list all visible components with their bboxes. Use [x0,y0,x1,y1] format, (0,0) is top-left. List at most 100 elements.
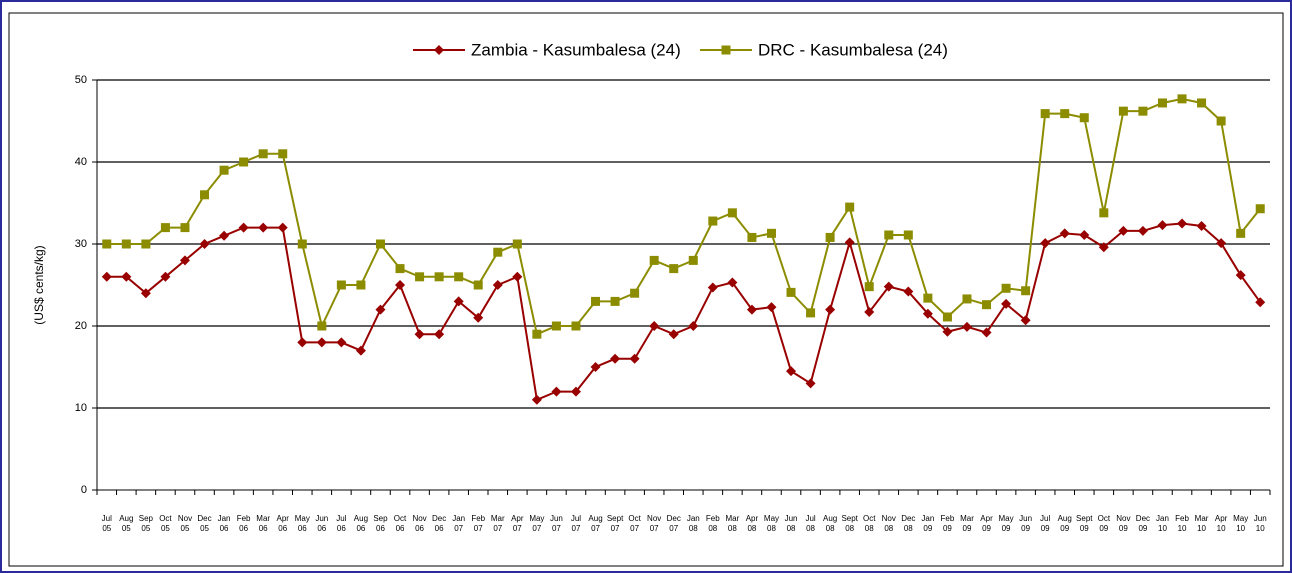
point [1118,225,1129,236]
point [707,282,718,293]
point [258,222,269,233]
point [668,329,679,340]
point [551,321,561,331]
point [825,304,836,315]
point [258,149,268,159]
point [884,230,894,240]
point [610,353,621,364]
point [160,271,171,282]
x-tick-label: Aug 09 [1058,514,1072,533]
x-tick-label: Jun 06 [315,514,328,533]
x-tick-label: May 06 [295,514,310,533]
point [141,239,151,249]
point [590,362,601,372]
point [1138,106,1148,116]
x-tick-label: Apr 09 [980,514,993,533]
point [375,239,385,249]
point [121,271,132,282]
x-tick-label: Mar 09 [960,514,974,533]
x-tick-label: Jan 09 [921,514,934,533]
point [961,321,972,332]
point [1001,298,1012,309]
point [454,272,464,282]
point [1020,315,1031,326]
x-tick-label: Dec 05 [197,514,211,533]
point [1040,109,1050,119]
point [121,239,131,249]
point [297,337,308,348]
y-tick-label: 40 [75,156,87,168]
point [492,280,503,290]
x-tick-label: Oct 06 [394,514,407,533]
point [649,255,659,265]
point [336,280,346,290]
point [883,281,894,292]
point [688,255,698,265]
x-tick-label: Oct 05 [159,514,172,533]
point [903,230,913,240]
point [806,308,816,318]
point [199,239,210,249]
x-tick-label: Jan 10 [1156,514,1169,533]
point [434,45,444,55]
point [1079,113,1089,123]
point [669,264,679,274]
point [571,321,581,331]
x-tick-label: Jun 10 [1254,514,1267,533]
x-tick-label: Apr 06 [276,514,289,533]
point [1236,228,1246,238]
point [1060,109,1070,119]
point [180,223,190,233]
point [1001,283,1011,293]
point [746,304,757,315]
x-tick-label: Sept 07 [607,514,624,533]
point [512,239,522,249]
point [629,353,640,364]
point [395,280,406,290]
x-tick-label: Oct 08 [863,514,876,533]
point [493,247,503,257]
point [1098,242,1109,253]
point [786,287,796,297]
x-tick-label: Nov 09 [1116,514,1130,533]
point [551,386,562,397]
point [864,307,875,318]
point [688,321,699,331]
y-tick-label: 10 [75,402,87,414]
point [766,228,776,238]
point [317,321,327,331]
x-tick-label: Apr 08 [746,514,759,533]
point [239,157,249,167]
point [1177,218,1188,229]
point [375,304,386,315]
point [200,190,210,200]
point [1255,204,1265,214]
point [903,286,914,297]
x-tick-label: Sep 05 [139,514,154,533]
point [140,288,151,299]
point [1157,98,1167,108]
point [845,202,855,212]
y-tick-label: 20 [75,320,87,332]
point [649,321,660,331]
x-tick-label: Jan 07 [452,514,465,533]
point [805,378,816,389]
point [727,208,737,218]
point [786,366,797,377]
point [1216,238,1227,249]
point [415,272,425,282]
x-tick-label: Jun 09 [1019,514,1032,533]
x-tick-label: Jul 08 [805,514,815,533]
point [160,223,170,233]
point [1118,106,1128,116]
x-tick-label: Feb 09 [941,514,955,533]
x-tick-label: Feb 07 [471,514,485,533]
x-tick-label: Jan 08 [687,514,700,533]
point [844,237,855,248]
point [747,232,757,242]
x-tick-label: Mar 10 [1195,514,1209,533]
point [1099,208,1109,218]
point [942,312,952,322]
